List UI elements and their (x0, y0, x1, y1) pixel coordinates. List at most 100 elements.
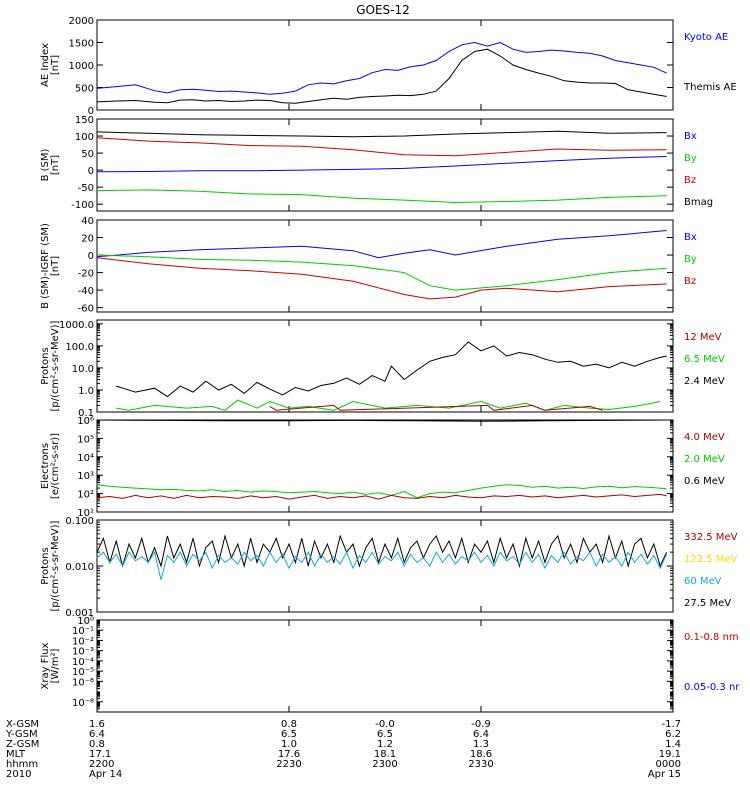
series-line (269, 404, 603, 411)
legend-entry: 27.5 MeV (684, 598, 731, 609)
y-tick-label: -20 (78, 269, 94, 280)
footer-row-label: hhmm (6, 759, 38, 770)
footer-value: -1.7 (661, 719, 681, 730)
panel-2: -60 -40 -20 0 20 40 B (SM)-IGRF (SM) [nT] Bx By Bz (40, 216, 697, 315)
panel-3: 0.1 1.0 10.0 100.0 1000.0 Protons [p/(cm²-s-sr… (40, 319, 725, 419)
y-tick-label: 20 (81, 234, 94, 245)
footer-value: Apr 15 (648, 769, 681, 780)
legend-entry: 0.1-0.8 nm (684, 632, 739, 643)
y-tick-label: 10⁻⁴ (72, 657, 94, 668)
footer-value: -0.9 (471, 719, 491, 730)
y-axis-label: Electrons (40, 443, 51, 489)
footer-value: 0000 (656, 759, 681, 770)
panel-5: 0.001 0.010 0.100 Protons [p/(cm²-s-sr-MeV)]… (40, 516, 738, 619)
y-tick-label: 10⁰ (77, 616, 94, 627)
footer-value: -0.0 (375, 719, 395, 730)
series-line (96, 534, 668, 568)
y-axis-label: Protons (40, 547, 51, 584)
panel-frame (96, 219, 674, 313)
y-tick-label: 10⁻³ (72, 647, 94, 658)
y-axis-label: AE Index (40, 43, 51, 87)
legend-entry: Bz (684, 175, 696, 186)
footer-value: 2330 (468, 759, 493, 770)
y-tick-label: 10⁶ (77, 416, 94, 427)
y-axis-label: [nT] (50, 155, 61, 175)
legend-entry: 0.6 MeV (684, 476, 725, 487)
panel-0: 0 500 1000 1500 2000 AE Index [nT] Kyoto AE Them… (40, 16, 737, 117)
y-tick-label: 0.010 (65, 562, 94, 573)
panel-frame (96, 519, 674, 613)
y-tick-label: -50 (78, 183, 94, 194)
legend-entry: Bx (684, 232, 697, 243)
footer-value: 17.1 (89, 749, 111, 760)
y-tick-label: 10¹ (77, 508, 94, 519)
footer-value: 6.4 (473, 729, 489, 740)
legend-entry: 0.05-0.3 nr (684, 682, 740, 693)
y-tick-label: 10⁻⁶ (72, 677, 94, 688)
series-line (96, 484, 667, 499)
legend-entry: 60 MeV (684, 576, 722, 587)
y-axis-label: [nT] (50, 55, 61, 75)
chart-title: GOES-12 (356, 3, 410, 17)
legend-entry: Themis AE (683, 82, 737, 93)
y-tick-label: -100 (71, 200, 94, 211)
panel-4: 10¹ 10² 10³ 10⁴ 10⁵ 10⁶ Electrons [e/(cm²-s-sr)… (40, 416, 725, 519)
y-tick-label: 100.0 (65, 342, 94, 353)
legend-entry: Kyoto AE (684, 32, 728, 43)
y-tick-label: -60 (78, 304, 94, 315)
series-line (96, 257, 667, 300)
series-line (96, 550, 668, 580)
y-axis-label: [W/m²] (50, 648, 61, 683)
series-line (116, 341, 667, 398)
legend-entry: Bz (684, 276, 696, 287)
y-tick-label: 100 (75, 132, 94, 143)
footer-value: 17.6 (278, 749, 300, 760)
footer-value: 19.1 (659, 749, 681, 760)
footer-value: 1.4 (665, 739, 681, 750)
panel-1: -100 -50 0 50 100 150 B (SM) [nT] Bx By Bz Bmag (40, 115, 713, 212)
legend-entry: Bmag (684, 197, 713, 208)
y-tick-label: 1.0 (78, 386, 94, 397)
y-tick-label: -40 (78, 286, 94, 297)
y-tick-label: 10⁻² (72, 636, 94, 647)
footer-value: 0.8 (281, 719, 297, 730)
footer-row-label: Y-GSM (5, 729, 38, 740)
series-line (96, 41, 667, 95)
footer-value: 2230 (276, 759, 301, 770)
footer-value: 6.4 (89, 729, 105, 740)
y-tick-label: 150 (75, 115, 94, 126)
footer-value: 1.2 (377, 739, 393, 750)
y-tick-label: 0 (88, 166, 94, 177)
y-tick-label: 10³ (77, 471, 94, 482)
panel-frame (96, 419, 674, 513)
legend-entry: 122.5 MeV (684, 554, 738, 565)
y-tick-label: 40 (81, 216, 94, 227)
y-axis-label: Xray Flux (40, 642, 51, 689)
panel-frame (96, 118, 674, 212)
legend-entry: By (684, 153, 697, 164)
series-line (96, 156, 667, 173)
footer-row-label: MLT (6, 749, 26, 760)
footer-value: 1.0 (281, 739, 297, 750)
legend-entry: 2.0 MeV (684, 454, 725, 465)
footer-value: 18.6 (470, 749, 492, 760)
y-axis-label: [p/(cm²-s-sr-MeV)] (50, 520, 61, 611)
series-line (96, 230, 667, 259)
series-line (96, 189, 667, 204)
panel-frame (96, 619, 674, 713)
y-tick-label: 0.100 (65, 516, 94, 527)
y-axis-label: B (SM)-IGRF (SM) (40, 223, 51, 309)
footer-value: 6.5 (281, 729, 297, 740)
legend-entry: 4.0 MeV (684, 432, 725, 443)
legend-entry: 6.5 MeV (684, 354, 725, 365)
y-tick-label: 50 (81, 149, 94, 160)
footer-value: 1.6 (89, 719, 105, 730)
y-tick-label: 0.001 (65, 608, 94, 619)
series-line (96, 254, 667, 291)
footer-value: 0.8 (89, 739, 105, 750)
legend-entry: 2.4 MeV (684, 376, 725, 387)
footer-value: 2200 (89, 759, 114, 770)
y-tick-label: 10⁻¹ (72, 626, 94, 637)
